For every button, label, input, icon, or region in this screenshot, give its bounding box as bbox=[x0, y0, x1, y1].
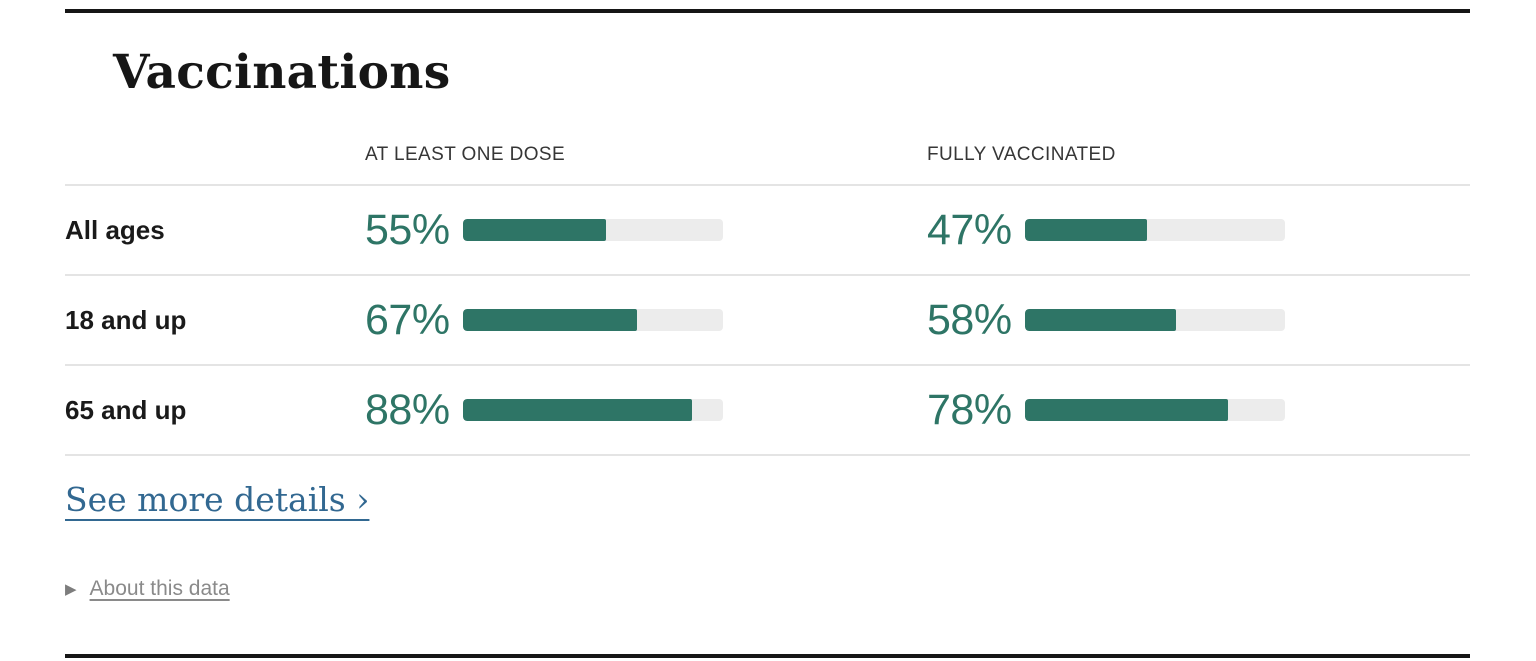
table-row: All ages 55% 47% bbox=[65, 186, 1470, 277]
triangle-right-icon: ▶ bbox=[65, 580, 77, 598]
65-up-one-dose-measure: 88% bbox=[365, 386, 927, 435]
all-ages-one-dose-measure: 55% bbox=[365, 206, 927, 255]
progress-bar-fill bbox=[463, 219, 606, 242]
column-header-at-least-one-dose: AT LEAST ONE DOSE bbox=[365, 144, 566, 166]
progress-bar-track bbox=[463, 399, 723, 422]
table-row: 65 and up 88% 78% bbox=[65, 366, 1470, 457]
percent-value: 47% bbox=[927, 205, 1012, 254]
row-label-65-and-up: 65 and up bbox=[65, 394, 187, 425]
table-row: 18 and up 67% 58% bbox=[65, 276, 1470, 367]
percent-value: 55% bbox=[365, 205, 450, 254]
65-up-fully-vaccinated-measure: 78% bbox=[927, 386, 1470, 435]
progress-bar-fill bbox=[463, 399, 692, 422]
progress-bar-fill bbox=[1025, 219, 1148, 242]
row-label-all-ages: All ages bbox=[65, 214, 165, 245]
18-up-one-dose-measure: 67% bbox=[365, 296, 927, 345]
percent-value: 67% bbox=[365, 295, 450, 344]
column-header-fully-vaccinated: FULLY VACCINATED bbox=[927, 144, 1116, 166]
18-up-fully-vaccinated-measure: 58% bbox=[927, 296, 1470, 345]
progress-bar-track bbox=[463, 219, 723, 242]
about-this-data-toggle[interactable]: ▶ About this data bbox=[65, 577, 230, 601]
progress-bar-track bbox=[463, 309, 723, 332]
about-this-data-label: About this data bbox=[89, 577, 230, 601]
percent-value: 78% bbox=[927, 385, 1012, 434]
progress-bar-fill bbox=[1025, 399, 1228, 422]
table-header-row: AT LEAST ONE DOSE FULLY VACCINATED bbox=[65, 144, 1470, 187]
progress-bar-fill bbox=[463, 309, 638, 332]
percent-value: 58% bbox=[927, 295, 1012, 344]
percent-value: 88% bbox=[365, 385, 450, 434]
bottom-rule bbox=[65, 654, 1470, 658]
progress-bar-fill bbox=[1025, 309, 1176, 332]
vaccinations-panel: Vaccinations AT LEAST ONE DOSE FULLY VAC… bbox=[65, 9, 1470, 601]
all-ages-fully-vaccinated-measure: 47% bbox=[927, 206, 1470, 255]
progress-bar-track bbox=[1025, 399, 1285, 422]
progress-bar-track bbox=[1025, 309, 1285, 332]
progress-bar-track bbox=[1025, 219, 1285, 242]
row-label-18-and-up: 18 and up bbox=[65, 304, 187, 335]
page-title: Vaccinations bbox=[113, 45, 451, 100]
see-more-details-link[interactable]: See more details › bbox=[65, 480, 370, 520]
